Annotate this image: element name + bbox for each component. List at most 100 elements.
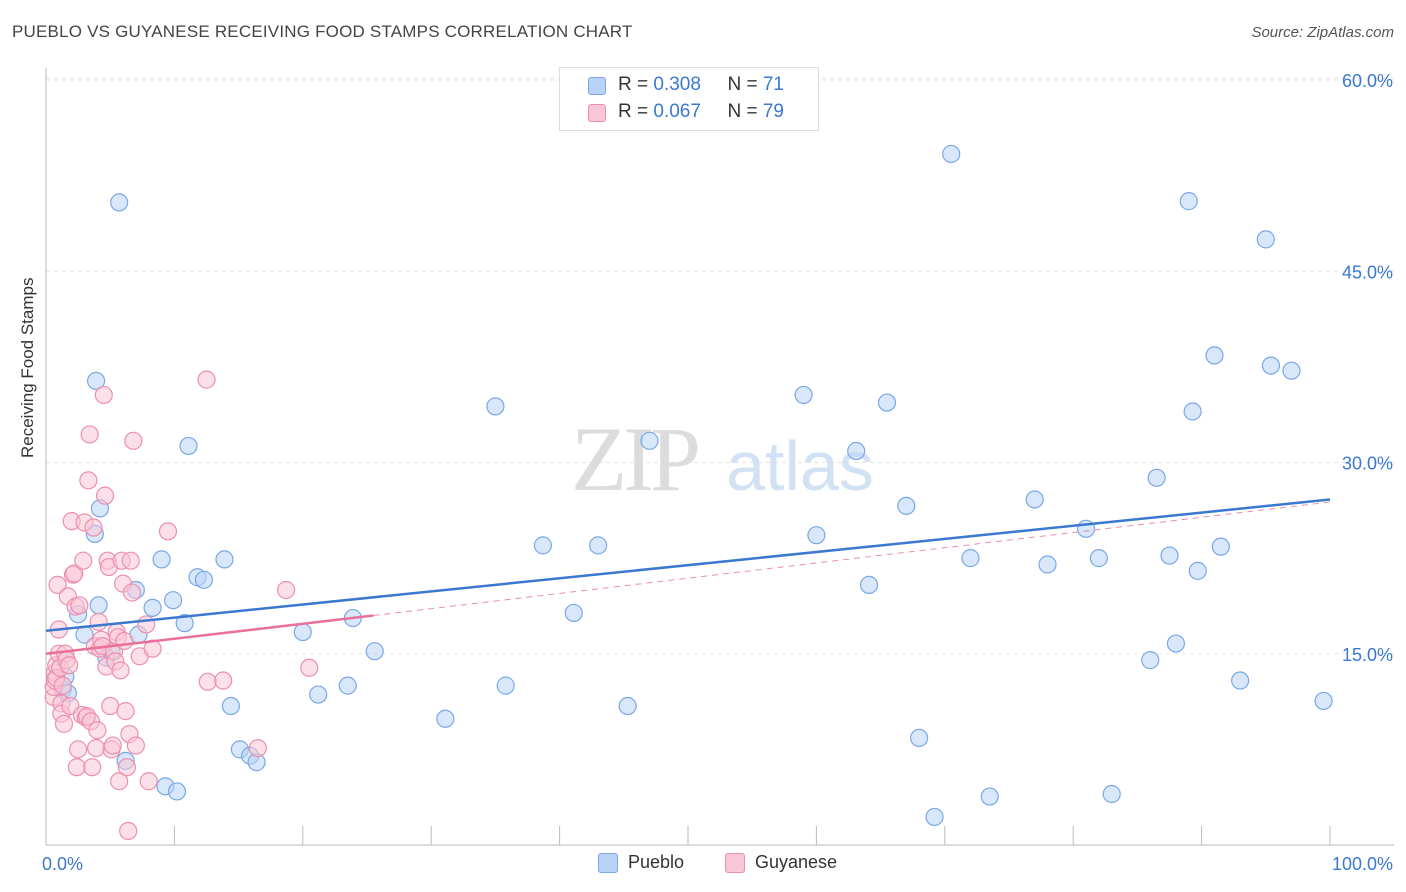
point-guyanese xyxy=(95,486,115,505)
point-pueblo xyxy=(1038,555,1057,574)
point-guyanese xyxy=(197,370,216,389)
point-pueblo xyxy=(925,807,944,827)
point-pueblo xyxy=(143,598,162,617)
y-tick-label: 45.0% xyxy=(1342,262,1393,282)
point-guyanese xyxy=(60,656,79,675)
point-pueblo xyxy=(293,622,312,642)
point-pueblo xyxy=(980,787,999,806)
point-pueblo xyxy=(618,696,637,716)
point-pueblo xyxy=(221,696,240,716)
point-pueblo xyxy=(89,596,108,615)
legend-n-value: 79 xyxy=(762,101,784,122)
point-pueblo xyxy=(1314,691,1333,711)
legend-r-label: R = xyxy=(618,101,654,122)
legend-r-value: 0.308 xyxy=(653,74,701,95)
point-pueblo xyxy=(175,614,194,633)
point-pueblo xyxy=(194,570,214,589)
point-pueblo xyxy=(847,441,866,461)
point-guyanese xyxy=(214,671,233,690)
y-tick-label: 15.0% xyxy=(1342,645,1393,665)
point-guyanese xyxy=(117,758,136,777)
point-pueblo xyxy=(152,550,171,569)
axes xyxy=(45,68,1394,846)
point-pueblo xyxy=(807,526,826,545)
legend-r-value: 0.067 xyxy=(653,101,701,122)
point-guyanese xyxy=(86,738,106,758)
chart-title: PUEBLO VS GUYANESE RECEIVING FOOD STAMPS… xyxy=(12,22,633,41)
bottom-legend-swatch-guyanese xyxy=(725,853,745,873)
point-pueblo xyxy=(86,371,106,390)
point-guyanese xyxy=(198,672,217,691)
point-pueblo xyxy=(167,782,187,801)
point-pueblo xyxy=(1261,356,1281,375)
y-tick-label: 30.0% xyxy=(1342,454,1393,474)
point-guyanese xyxy=(126,736,145,755)
point-guyanese xyxy=(121,551,140,570)
point-guyanese xyxy=(277,580,296,600)
x-tick-label-max: 100.0% xyxy=(1332,854,1393,874)
point-guyanese xyxy=(48,575,67,595)
bottom-legend-swatch-pueblo xyxy=(598,853,618,873)
point-guyanese xyxy=(74,551,93,570)
point-guyanese xyxy=(68,740,88,759)
point-pueblo xyxy=(897,496,916,515)
point-pueblo xyxy=(1166,634,1186,653)
x-tick-label-min: 0.0% xyxy=(42,854,83,874)
point-pueblo xyxy=(309,685,328,704)
point-pueblo xyxy=(859,575,879,595)
point-pueblo xyxy=(1160,546,1179,565)
point-guyanese xyxy=(94,385,113,405)
point-guyanese xyxy=(110,772,129,791)
trend-line-pueblo xyxy=(45,498,1331,633)
legend-n-label: N = xyxy=(727,74,763,95)
point-guyanese xyxy=(124,431,143,450)
legend-swatch-guyanese xyxy=(588,104,606,122)
point-guyanese xyxy=(80,425,99,444)
point-guyanese xyxy=(248,738,267,758)
point-pueblo xyxy=(1102,784,1121,804)
tick-labels: 15.0% 30.0% 45.0% 60.0% 0.0% 100.0% xyxy=(42,71,1393,874)
point-guyanese xyxy=(79,471,98,490)
point-pueblo xyxy=(1188,561,1207,580)
point-pueblo xyxy=(215,550,234,569)
watermark-zip: ZIP xyxy=(571,408,698,510)
point-guyanese xyxy=(83,758,102,777)
point-guyanese xyxy=(158,522,178,541)
point-pueblo xyxy=(486,397,505,416)
watermark-atlas: atlas xyxy=(726,427,874,505)
point-guyanese xyxy=(116,702,135,721)
point-pueblo xyxy=(1205,346,1224,365)
point-guyanese xyxy=(115,631,134,651)
legend: R = 0.308 N = 71 R = 0.067 N = 79 xyxy=(559,67,819,131)
point-pueblo xyxy=(436,709,455,728)
watermark: ZIP atlas xyxy=(571,408,874,510)
trend-extension-guyanese xyxy=(373,501,1331,616)
point-guyanese xyxy=(88,721,107,740)
point-guyanese xyxy=(111,661,130,680)
point-guyanese xyxy=(67,758,86,777)
point-pueblo xyxy=(1089,549,1108,568)
point-guyanese xyxy=(139,772,158,791)
point-pueblo xyxy=(877,393,897,412)
point-pueblo xyxy=(1183,402,1202,421)
legend-swatch-pueblo xyxy=(588,77,606,95)
point-pueblo xyxy=(1025,490,1044,509)
point-pueblo xyxy=(910,728,929,748)
point-pueblo xyxy=(1141,651,1160,670)
point-pueblo xyxy=(589,536,608,555)
point-guyanese xyxy=(101,696,120,716)
trend-line-guyanese xyxy=(45,614,374,655)
point-pueblo xyxy=(496,676,515,695)
point-pueblo xyxy=(1231,671,1250,690)
bottom-legend-label-guyanese: Guyanese xyxy=(755,852,838,872)
data-points xyxy=(44,144,1333,841)
point-pueblo xyxy=(1179,192,1198,211)
point-pueblo xyxy=(533,536,553,555)
point-pueblo xyxy=(338,676,357,695)
legend-r-label: R = xyxy=(618,74,654,95)
point-pueblo xyxy=(1256,230,1275,249)
point-pueblo xyxy=(110,193,129,212)
point-guyanese xyxy=(122,583,142,602)
legend-n-value: 71 xyxy=(762,74,784,95)
